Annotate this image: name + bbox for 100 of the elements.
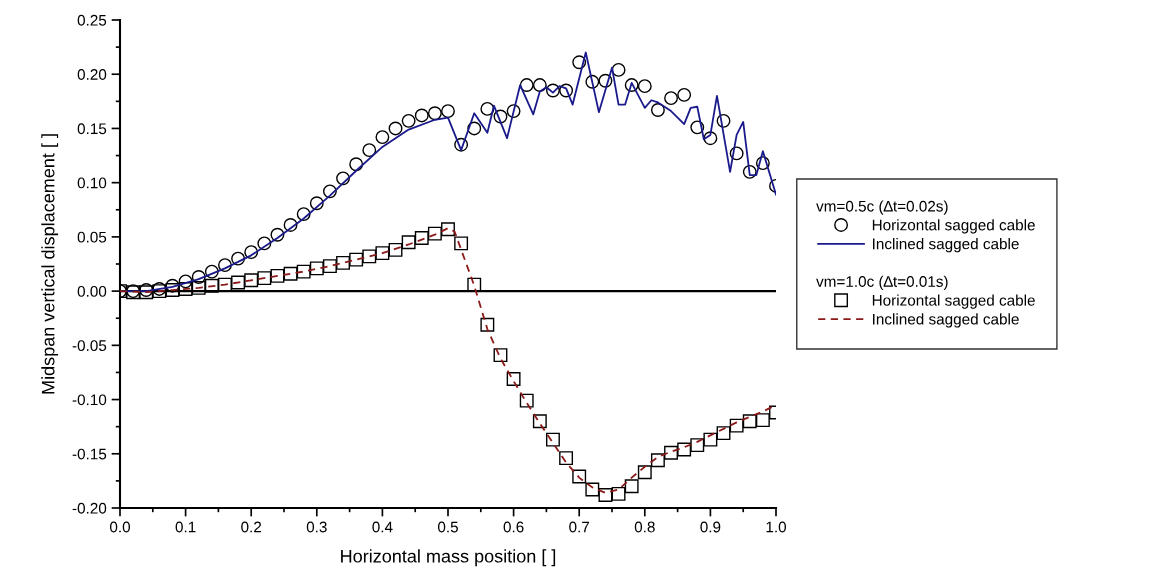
point <box>467 121 482 136</box>
point <box>191 270 206 284</box>
point <box>388 242 403 257</box>
point <box>296 264 311 279</box>
point <box>427 226 442 241</box>
legend-label: Inclined sagged cable <box>873 238 1019 253</box>
point <box>322 184 337 199</box>
point <box>624 479 639 494</box>
point <box>362 249 377 264</box>
point <box>296 207 311 222</box>
point <box>401 113 416 128</box>
point <box>349 157 364 172</box>
point <box>480 317 495 332</box>
y-tick-label: 0.25 <box>77 14 107 26</box>
point <box>454 236 469 251</box>
y-tick-label: 0.05 <box>77 231 107 243</box>
point <box>742 414 757 429</box>
y-tick-label: -0.20 <box>72 502 107 514</box>
point <box>309 196 324 211</box>
text: vm=1.0c (∆t=0.01s) <box>816 275 948 290</box>
point <box>664 91 678 106</box>
point <box>755 413 770 428</box>
point <box>257 271 272 286</box>
x-tick-label: 0.3 <box>306 521 327 533</box>
point <box>454 137 469 152</box>
x-tick-label: 0.0 <box>109 521 131 533</box>
point <box>467 277 482 292</box>
point <box>191 280 206 295</box>
point <box>729 418 744 433</box>
point <box>650 453 665 468</box>
point <box>441 104 455 119</box>
point <box>703 131 718 146</box>
point <box>532 414 547 429</box>
point <box>611 62 626 77</box>
point <box>637 79 652 94</box>
x-axis-title: Horizontal mass position [ ] <box>341 549 556 567</box>
point <box>598 488 613 502</box>
legend-label: Inclined sagged cable <box>873 313 1019 328</box>
point <box>493 109 508 124</box>
point <box>716 426 731 441</box>
x-tick-label: 0.1 <box>175 521 196 533</box>
point <box>690 438 705 453</box>
point <box>585 482 600 497</box>
point <box>336 255 350 270</box>
point <box>664 445 678 460</box>
legend-label: Horizontal sagged cable <box>872 219 1035 234</box>
point <box>703 432 718 447</box>
text: vm=0.5c (∆t=0.02s) <box>816 200 948 215</box>
point <box>755 156 770 171</box>
point <box>401 235 416 250</box>
point <box>572 469 587 484</box>
x-tick-label: 0.9 <box>700 521 721 533</box>
x-tick-label: 1.0 <box>766 521 787 533</box>
point <box>375 130 390 145</box>
point <box>441 222 455 237</box>
point <box>414 108 429 123</box>
point <box>546 83 560 98</box>
point <box>716 113 731 128</box>
point <box>178 274 193 289</box>
point <box>493 348 508 363</box>
point <box>506 372 521 386</box>
point <box>637 465 652 480</box>
y-tick-label: -0.10 <box>72 394 107 406</box>
point <box>677 87 692 102</box>
point <box>559 83 574 98</box>
point <box>244 273 259 288</box>
legend-label: Horizontal sagged cable <box>872 294 1035 309</box>
point <box>283 218 298 232</box>
point <box>690 120 705 135</box>
point <box>532 78 547 93</box>
point <box>204 278 219 293</box>
y-tick-label: 0.15 <box>77 123 107 135</box>
y-axis-title: Midspan vertical displacement [ ] <box>41 134 59 394</box>
point <box>257 236 272 251</box>
point <box>349 252 364 267</box>
x-tick-label: 0.6 <box>503 521 524 533</box>
y-tick-label: -0.15 <box>72 448 107 460</box>
x-tick-label: 0.4 <box>372 521 393 533</box>
point <box>322 259 337 274</box>
point <box>375 246 390 261</box>
point <box>611 486 626 501</box>
y-tick-label: 0.10 <box>77 177 107 189</box>
point <box>519 393 534 408</box>
point <box>218 258 232 273</box>
x-tick-label: 0.8 <box>634 521 655 533</box>
point <box>309 261 324 276</box>
point <box>650 103 665 117</box>
point <box>283 266 298 281</box>
point <box>414 231 429 245</box>
point <box>270 268 285 283</box>
point <box>204 264 219 279</box>
point <box>336 171 350 186</box>
point <box>572 55 587 70</box>
point <box>742 164 757 179</box>
point <box>677 442 692 457</box>
point <box>585 74 600 89</box>
point <box>427 106 442 121</box>
point <box>546 432 560 447</box>
point <box>559 451 574 466</box>
y-tick-label: 0.20 <box>77 69 107 80</box>
